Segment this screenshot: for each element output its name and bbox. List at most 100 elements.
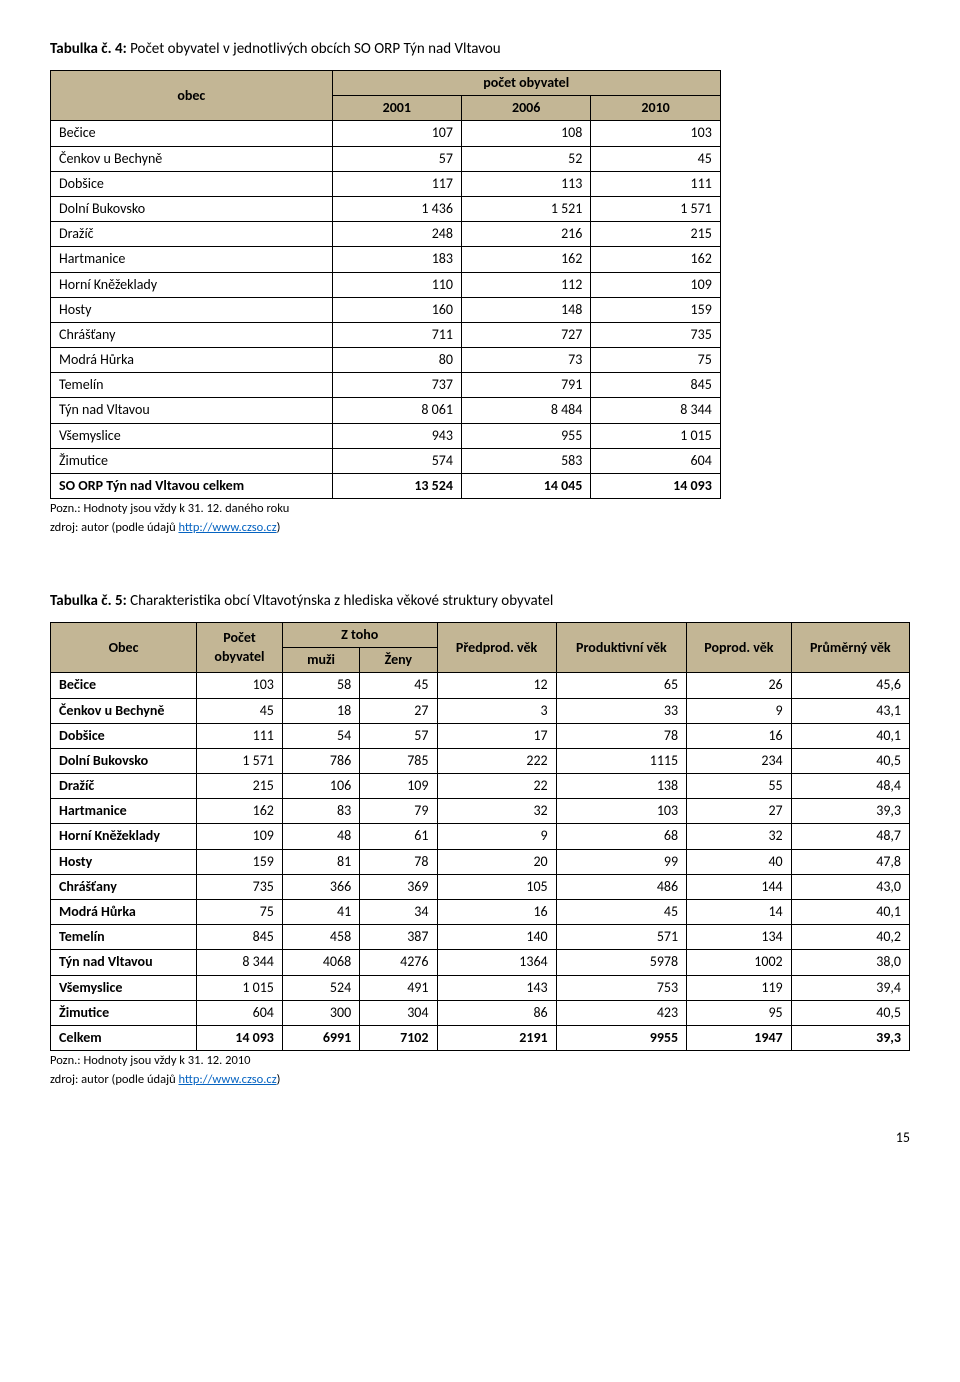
page-number: 15: [50, 1129, 910, 1146]
row-value: 57: [360, 723, 437, 748]
table1: obec počet obyvatel 2001 2006 2010 Bečic…: [50, 70, 721, 499]
table1-footnote-2-post: ): [277, 520, 281, 535]
row-value: 45: [591, 146, 720, 171]
row-label: Bečice: [51, 121, 333, 146]
table-row: Temelín737791845: [51, 373, 721, 398]
row-label: Horní Kněžeklady: [51, 824, 197, 849]
table-row: Žimutice574583604: [51, 448, 721, 473]
table-row: Týn nad Vltavou8 34440684276136459781002…: [51, 950, 910, 975]
row-value: 32: [687, 824, 792, 849]
row-value: 113: [461, 171, 590, 196]
row-value: 571: [556, 925, 686, 950]
row-label: Dražíč: [51, 774, 197, 799]
table-row: Horní Kněžeklady110112109: [51, 272, 721, 297]
row-value: 68: [556, 824, 686, 849]
row-label: Hosty: [51, 297, 333, 322]
table1-header-obec: obec: [51, 71, 333, 121]
row-value: 78: [360, 849, 437, 874]
row-label: Temelín: [51, 925, 197, 950]
table1-footnote-2: zdroj: autor (podle údajů http://www.czs…: [50, 520, 910, 537]
table2-header-zeny: Ženy: [360, 648, 437, 673]
row-value: 1364: [437, 950, 556, 975]
row-value: 45: [197, 698, 283, 723]
row-label: Čenkov u Bechyně: [51, 146, 333, 171]
row-value: 162: [197, 799, 283, 824]
table-row: Hosty159817820994047,8: [51, 849, 910, 874]
row-label: Hosty: [51, 849, 197, 874]
row-value: 735: [197, 874, 283, 899]
table1-header-year: 2006: [461, 96, 590, 121]
row-value: 304: [360, 1000, 437, 1025]
row-value: 140: [437, 925, 556, 950]
row-value: 80: [332, 348, 461, 373]
row-value: 1 521: [461, 196, 590, 221]
row-value: 3: [437, 698, 556, 723]
row-label: Žimutice: [51, 448, 333, 473]
row-value: 48,7: [791, 824, 909, 849]
row-value: 216: [461, 222, 590, 247]
row-value: 369: [360, 874, 437, 899]
row-value: 222: [437, 748, 556, 773]
row-value: 38,0: [791, 950, 909, 975]
table2-header-pocet: Počet obyvatel: [197, 622, 283, 672]
row-label: Modrá Hůrka: [51, 348, 333, 373]
table2-footnote-2-post: ): [277, 1072, 281, 1087]
row-value: 9955: [556, 1025, 686, 1050]
row-value: 148: [461, 297, 590, 322]
row-label: Chrášťany: [51, 874, 197, 899]
table2-caption-bold: Tabulka č. 5:: [50, 592, 127, 610]
row-value: 39,3: [791, 799, 909, 824]
row-value: 845: [591, 373, 720, 398]
table-row: Všemyslice1 01552449114375311939,4: [51, 975, 910, 1000]
row-value: 8 344: [591, 398, 720, 423]
row-value: 14: [687, 900, 792, 925]
row-value: 40,5: [791, 1000, 909, 1025]
row-value: 75: [197, 900, 283, 925]
row-value: 4276: [360, 950, 437, 975]
table1-header-year: 2001: [332, 96, 461, 121]
row-value: 1115: [556, 748, 686, 773]
table-row: Celkem14 0936991710221919955194739,3: [51, 1025, 910, 1050]
row-value: 162: [591, 247, 720, 272]
row-value: 45: [556, 900, 686, 925]
table-row: Dražíč215106109221385548,4: [51, 774, 910, 799]
table2-caption: Tabulka č. 5: Charakteristika obcí Vltav…: [50, 592, 910, 610]
table1-footnote-2-pre: zdroj: autor (podle údajů: [50, 520, 178, 535]
row-value: 604: [591, 448, 720, 473]
row-label: SO ORP Týn nad Vltavou celkem: [51, 474, 333, 499]
table-row: Chrášťany711727735: [51, 322, 721, 347]
row-label: Hartmanice: [51, 247, 333, 272]
row-value: 109: [591, 272, 720, 297]
row-value: 109: [197, 824, 283, 849]
row-label: Hartmanice: [51, 799, 197, 824]
row-label: Celkem: [51, 1025, 197, 1050]
table1-footnote-link[interactable]: http://www.czso.cz: [178, 520, 276, 535]
row-value: 54: [282, 723, 359, 748]
row-value: 78: [556, 723, 686, 748]
row-value: 143: [437, 975, 556, 1000]
row-value: 4068: [282, 950, 359, 975]
row-value: 14 045: [461, 474, 590, 499]
table-row: Hartmanice1628379321032739,3: [51, 799, 910, 824]
row-value: 943: [332, 423, 461, 448]
row-value: 604: [197, 1000, 283, 1025]
row-label: Chrášťany: [51, 322, 333, 347]
table-row: Dolní Bukovsko1 571786785222111523440,5: [51, 748, 910, 773]
row-value: 117: [332, 171, 461, 196]
row-value: 103: [197, 673, 283, 698]
row-value: 95: [687, 1000, 792, 1025]
table-row: Dolní Bukovsko1 4361 5211 571: [51, 196, 721, 221]
table2-header-ztoho: Z toho: [282, 622, 437, 647]
row-value: 458: [282, 925, 359, 950]
row-value: 111: [591, 171, 720, 196]
row-value: 248: [332, 222, 461, 247]
row-label: Dobšice: [51, 723, 197, 748]
row-label: Čenkov u Bechyně: [51, 698, 197, 723]
row-value: 14 093: [591, 474, 720, 499]
row-value: 160: [332, 297, 461, 322]
table-row: Temelín84545838714057113440,2: [51, 925, 910, 950]
table-row: Bečice103584512652645,6: [51, 673, 910, 698]
row-value: 215: [197, 774, 283, 799]
table2: Obec Počet obyvatel Z toho Předprod. věk…: [50, 622, 910, 1051]
table2-footnote-link[interactable]: http://www.czso.cz: [178, 1072, 276, 1087]
